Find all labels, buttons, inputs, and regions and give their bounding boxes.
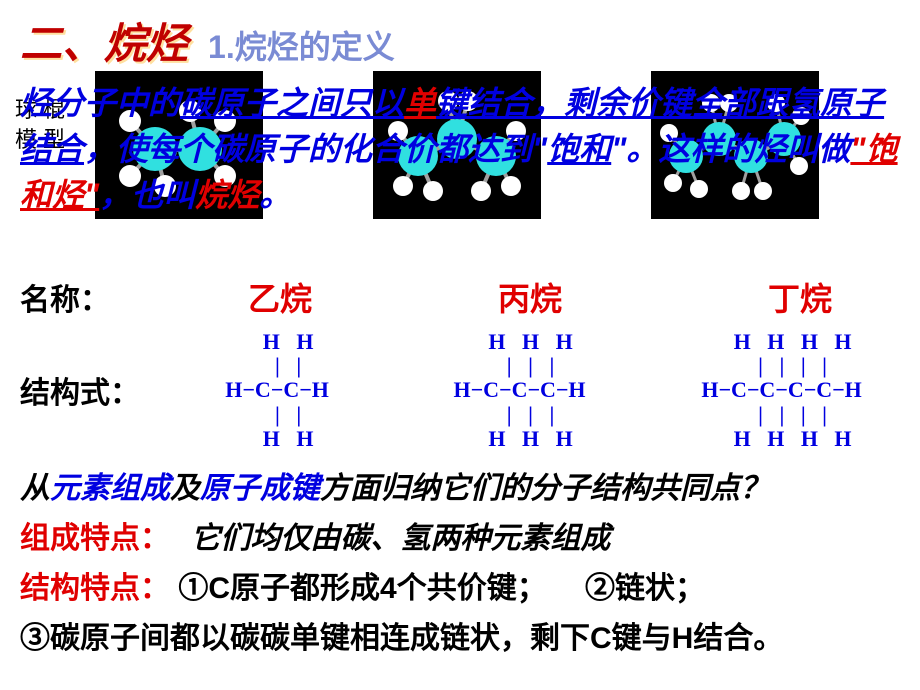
def-p1c: 单 — [404, 85, 436, 121]
name-ethane: 乙烷 — [180, 274, 380, 320]
struct-feat-t1: ①C原子都形成4个共价键； — [178, 572, 546, 605]
q-b: 元素组成 — [50, 472, 170, 505]
q-a: 从 — [20, 472, 50, 505]
struct-ethane: H H | | H−C−C−H | | H H — [178, 330, 376, 451]
q-c: 及 — [170, 472, 200, 505]
def-p2d: "。这样的烃叫做 — [611, 131, 850, 167]
definition-text: 烃分子中的碳原子之间只以单键结合，剩余价键全部跟氢原子结合，使每个碳原子的化合价… — [20, 80, 900, 218]
q-e: 方面归纳它们的分子结构共同点？ — [320, 472, 770, 505]
question: 从元素组成及原子成键方面归纳它们的分子结构共同点？ — [0, 463, 920, 507]
struct-label: 结构式： — [20, 368, 178, 412]
section-title: 二、烷烃 — [20, 10, 188, 71]
name-propane: 丙烷 — [410, 274, 650, 320]
struct-propane: H H H | | | H−C−C−C−H | | | H H H — [396, 330, 643, 451]
struct-butane: H H H H | | | | H−C−C−C−C−H | | | | H H … — [643, 330, 920, 451]
comp-text: 它们均仅由碳、氢两种元素组成 — [190, 522, 610, 555]
name-label: 名称： — [20, 275, 180, 319]
composition-line: 组成特点： 它们均仅由碳、氢两种元素组成 — [0, 513, 920, 557]
def-p1d: 键结合，剩余价键 — [436, 85, 692, 121]
header: 二、烷烃 1.烷烃的定义 — [0, 0, 920, 71]
def-p2g: 烷烃 — [195, 177, 259, 213]
struct-feat-line: 结构特点： ①C原子都形成4个共价键； ②链状； — [0, 563, 920, 607]
names-row: 名称： 乙烷 丙烷 丁烷 — [0, 274, 920, 320]
struct-row: 结构式： H H | | H−C−C−H | | H H H H H | | |… — [0, 330, 920, 451]
struct-feat-t2: ②链状； — [585, 572, 705, 605]
q-d: 原子成键 — [200, 472, 320, 505]
def-p2f: ，也叫 — [99, 177, 195, 213]
line3-text: ③碳原子间都以碳碳单键相连成链状，剩下C键与H结合。 — [20, 622, 783, 655]
def-p1b: 碳原子之间只以 — [180, 85, 404, 121]
def-p2h: 。 — [259, 177, 291, 213]
comp-label: 组成特点： — [20, 522, 170, 555]
def-p1a: 烃分子中的 — [20, 85, 180, 121]
line3: ③碳原子间都以碳碳单键相连成链状，剩下C键与H结合。 — [0, 613, 920, 657]
def-p2c: 饱和 — [547, 131, 611, 167]
struct-feat-label: 结构特点： — [20, 572, 170, 605]
def-p2b: ，使每个碳原子的化合价都达到" — [84, 131, 547, 167]
name-butane: 丁烷 — [680, 274, 920, 320]
subtitle: 1.烷烃的定义 — [208, 22, 395, 68]
